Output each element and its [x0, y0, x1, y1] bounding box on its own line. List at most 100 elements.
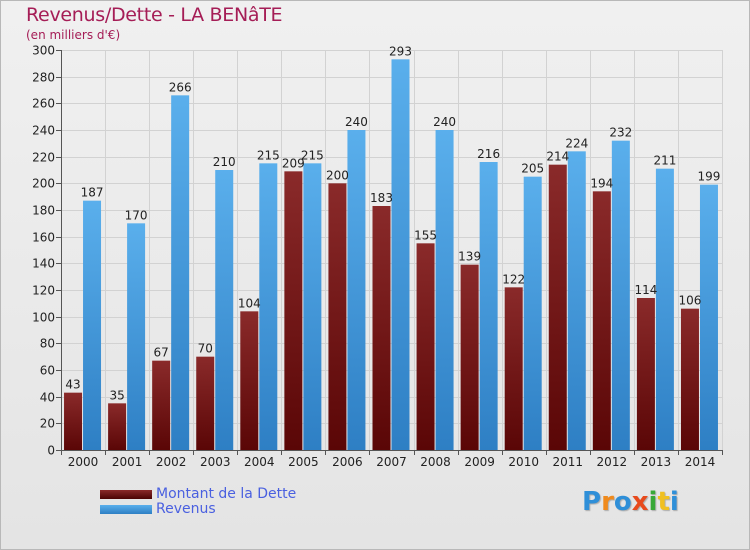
proxiti-logo: Proxiti	[582, 487, 679, 517]
logo-letter: r	[601, 487, 614, 517]
data-label: 194	[590, 176, 613, 190]
revenus-bar	[479, 162, 498, 450]
data-label: 211	[653, 154, 676, 168]
data-label: 106	[679, 294, 702, 308]
data-label: 205	[521, 162, 544, 176]
dette-bar	[636, 298, 655, 450]
revenus-bar	[655, 168, 674, 450]
x-tick-label: 2003	[200, 455, 231, 469]
y-tick-label: 60	[40, 364, 55, 378]
revenus-bar	[127, 223, 146, 450]
data-label: 215	[257, 148, 280, 162]
x-tick-label: 2006	[332, 455, 363, 469]
logo-letter: P	[582, 487, 602, 517]
y-tick-label: 220	[32, 151, 55, 165]
x-tick-label: 2014	[685, 455, 716, 469]
data-label: 214	[546, 150, 569, 164]
data-label: 200	[326, 168, 349, 182]
data-label: 155	[414, 228, 437, 242]
x-tick-label: 2002	[156, 455, 187, 469]
y-tick-label: 40	[40, 391, 55, 405]
dette-bar	[592, 191, 611, 451]
x-tick-label: 2007	[376, 455, 407, 469]
data-label: 216	[477, 147, 500, 161]
x-tick-label: 2004	[244, 455, 275, 469]
bars	[64, 59, 718, 451]
data-label: 67	[154, 346, 169, 360]
axes: 0 20 40 60 80 100 120 140 160 180 200 220 240 260 280 3…	[32, 44, 723, 469]
logo-letter: t	[657, 487, 670, 517]
data-label: 70	[198, 342, 213, 356]
dette-bar	[328, 183, 347, 451]
legend-label-dette: Montant de la Dette	[156, 486, 297, 502]
revenus-bar	[215, 170, 234, 450]
y-tick-label: 100	[32, 311, 55, 325]
dette-bar	[416, 243, 435, 450]
y-tick-label: 280	[32, 71, 55, 85]
data-label: 43	[65, 378, 80, 392]
logo-letter: o	[613, 487, 632, 517]
data-label: 210	[213, 155, 236, 169]
x-tick-label: 2009	[464, 455, 495, 469]
logo-letter: i	[648, 487, 658, 517]
x-tick-label: 2010	[508, 455, 539, 469]
data-label: 215	[301, 148, 324, 162]
revenus-bar	[523, 176, 542, 450]
data-label: 240	[345, 115, 368, 129]
revenus-bar	[303, 163, 322, 451]
revenus-bar	[699, 184, 718, 450]
chart-title: Revenus/Dette - LA BENâTE	[26, 4, 283, 26]
y-tick-label: 20	[40, 417, 55, 431]
y-tick-label: 200	[32, 177, 55, 191]
legend-label-revenus: Revenus	[156, 501, 216, 517]
data-label: 104	[238, 296, 261, 310]
dette-bar	[108, 403, 127, 450]
x-tick-label: 2012	[597, 455, 628, 469]
dette-bar	[240, 311, 259, 450]
data-label: 209	[282, 156, 305, 170]
revenus-bar	[259, 163, 278, 451]
y-tick-label: 140	[32, 257, 55, 271]
x-tick-label: 2011	[552, 455, 583, 469]
y-tick-label: 80	[40, 337, 55, 351]
data-label: 293	[389, 44, 412, 58]
y-tick-label: 180	[32, 204, 55, 218]
x-tick-label: 2008	[420, 455, 451, 469]
y-tick-label: 0	[47, 444, 55, 458]
data-label: 224	[565, 136, 588, 150]
legend-swatch-revenus	[100, 505, 152, 514]
logo-letter: i	[669, 487, 679, 517]
revenus-bar	[171, 95, 190, 450]
chart-subtitle: (en milliers d'€)	[26, 28, 121, 42]
data-label: 187	[81, 186, 104, 200]
revenus-bar	[435, 130, 454, 450]
dette-bar	[196, 356, 215, 450]
data-label: 199	[698, 170, 721, 184]
dette-bar	[64, 392, 83, 450]
legend-swatch-dette	[100, 490, 152, 499]
revenus-bar	[391, 59, 410, 450]
y-tick-label: 260	[32, 97, 55, 111]
data-label: 114	[634, 283, 657, 297]
dette-bar	[548, 164, 567, 450]
dette-bar	[680, 308, 699, 450]
value-labels: 4318735170672667021010421520921520024018…	[65, 44, 720, 402]
data-label: 139	[458, 250, 481, 264]
data-label: 266	[169, 80, 192, 94]
x-tick-label: 2005	[288, 455, 319, 469]
y-tick-label: 240	[32, 124, 55, 138]
dette-bar	[504, 287, 523, 450]
revenus-bar	[347, 130, 366, 450]
logo-letter: x	[631, 487, 649, 517]
y-tick-label: 300	[32, 44, 55, 58]
data-label: 183	[370, 191, 393, 205]
data-label: 232	[609, 126, 632, 140]
dette-bar	[372, 206, 391, 450]
revenus-bar	[567, 151, 586, 451]
y-tick-label: 120	[32, 284, 55, 298]
dette-bar	[284, 171, 303, 451]
y-tick-label: 160	[32, 231, 55, 245]
dette-bar	[460, 264, 479, 450]
revenus-bar	[83, 200, 102, 450]
